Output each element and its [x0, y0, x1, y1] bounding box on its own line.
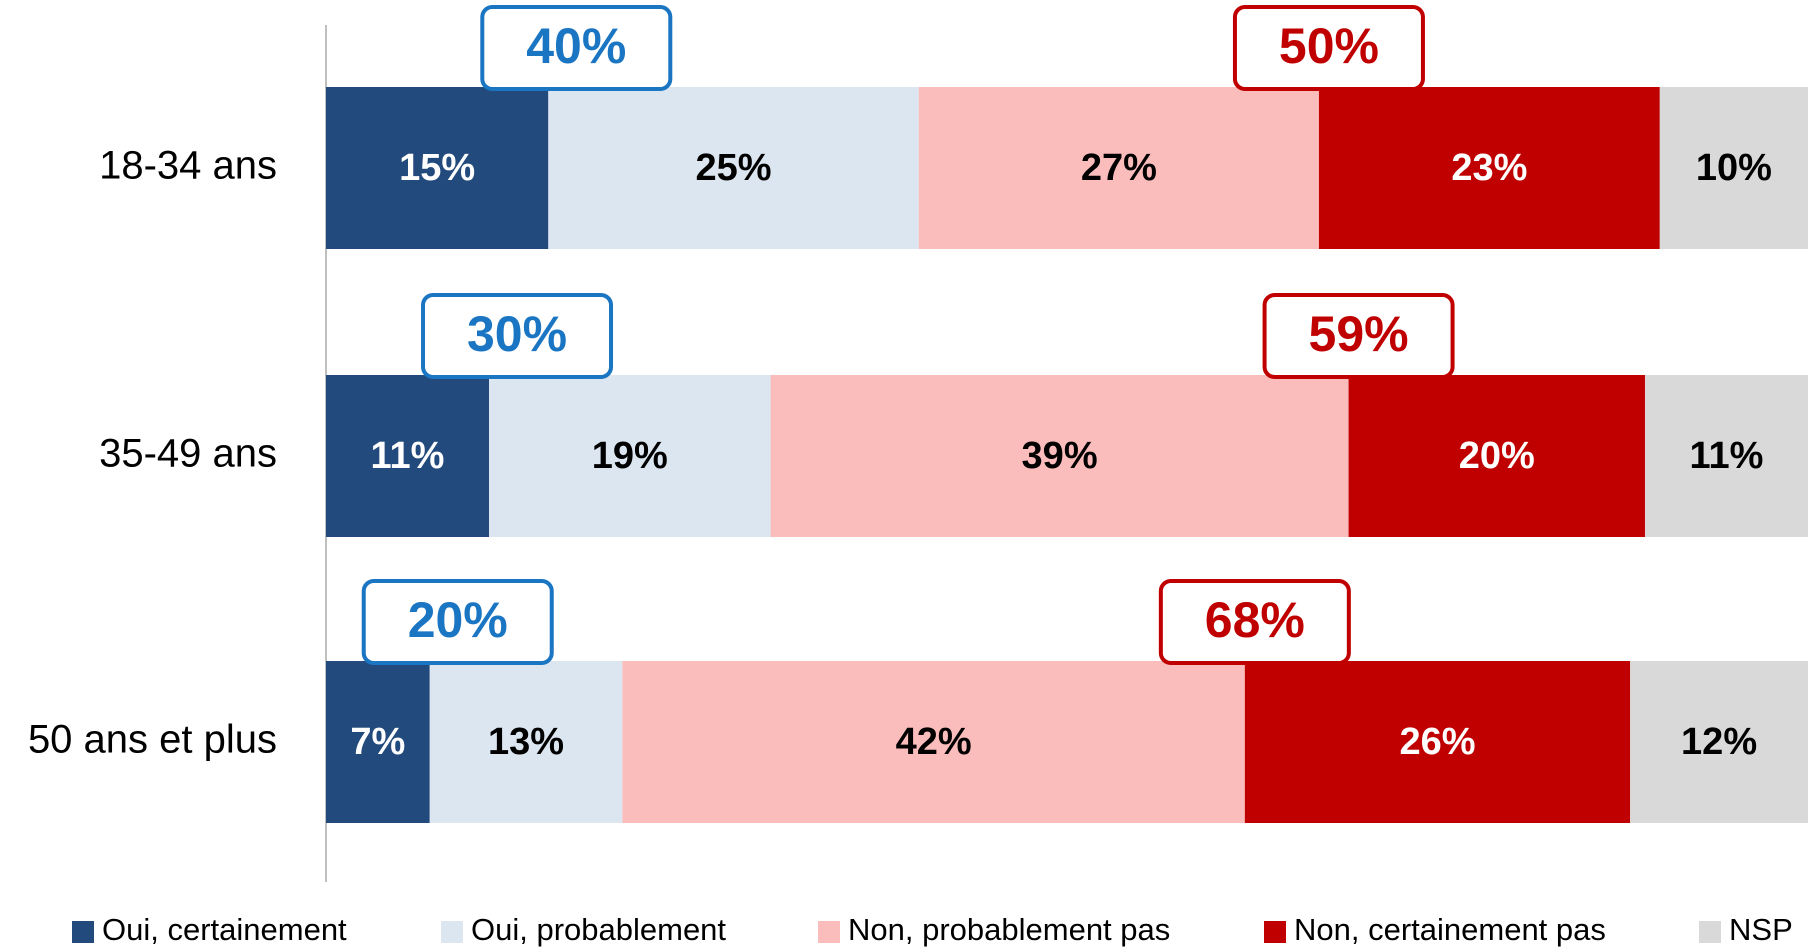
bar-segment: [326, 375, 490, 537]
value-label: 39%: [1022, 435, 1098, 477]
annotation-label: 68%: [1205, 592, 1305, 648]
bar-segment: [429, 661, 623, 823]
value-label: 26%: [1399, 721, 1475, 763]
legend-swatch: [1264, 921, 1286, 943]
value-label: 23%: [1451, 147, 1527, 189]
value-label: 42%: [896, 721, 972, 763]
legend-swatch: [72, 921, 94, 943]
value-label: 27%: [1081, 147, 1157, 189]
bar-segment: [1244, 661, 1631, 823]
category-label: 50 ans et plus: [28, 718, 277, 762]
bar-segment: [489, 375, 771, 537]
bar-segment: [548, 87, 919, 249]
value-label: 11%: [1690, 435, 1764, 477]
legend-label: Non, probablement pas: [848, 912, 1170, 947]
legend-swatch: [818, 921, 840, 943]
annotation-label: 59%: [1309, 306, 1409, 362]
annotation-label: 30%: [467, 306, 567, 362]
bar-segment: [1644, 375, 1808, 537]
bar-segment: [770, 375, 1349, 537]
value-label: 12%: [1681, 721, 1757, 763]
legend-label: Oui, certainement: [102, 912, 347, 947]
bar-segment: [1318, 87, 1660, 249]
value-label: 15%: [399, 147, 475, 189]
annotation-box: [480, 5, 673, 91]
category-label: 18-34 ans: [99, 144, 277, 188]
annotation-box: [361, 579, 554, 665]
bar-segment: [326, 87, 549, 249]
value-label: 19%: [592, 435, 668, 477]
legend-label: Oui, probablement: [471, 912, 726, 947]
value-label: 7%: [350, 721, 405, 763]
legend-label: NSP: [1729, 912, 1793, 947]
legend-swatch: [1699, 921, 1721, 943]
category-label: 35-49 ans: [99, 432, 277, 476]
bar-segment: [1659, 87, 1808, 249]
annotation-label: 40%: [526, 18, 626, 74]
bar-segment: [1630, 661, 1808, 823]
bar-segment: [326, 661, 430, 823]
annotation-box: [1262, 293, 1455, 379]
value-label: 25%: [696, 147, 772, 189]
annotation-label: 50%: [1279, 18, 1379, 74]
value-label: 20%: [1459, 435, 1535, 477]
annotation-box: [1158, 579, 1351, 665]
bar-segment: [918, 87, 1319, 249]
legend-swatch: [441, 921, 463, 943]
legend-label: Non, certainement pas: [1294, 912, 1606, 947]
bar-segment: [1348, 375, 1645, 537]
value-label: 11%: [371, 435, 445, 477]
bar-segment: [622, 661, 1245, 823]
value-label: 10%: [1696, 147, 1772, 189]
annotation-box: [1232, 5, 1425, 91]
annotation-box: [421, 293, 614, 379]
annotation-label: 20%: [408, 592, 508, 648]
value-label: 13%: [488, 721, 564, 763]
